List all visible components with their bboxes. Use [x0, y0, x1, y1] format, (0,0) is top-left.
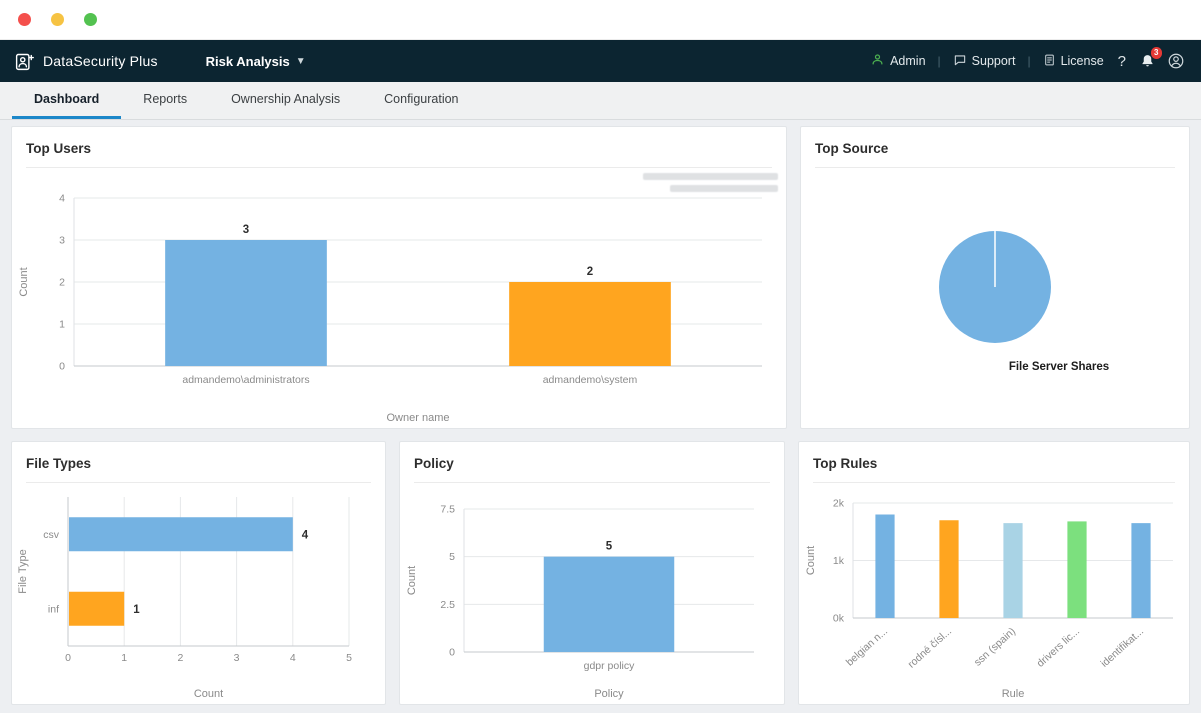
window-close-button[interactable] — [18, 13, 31, 26]
window-titlebar — [0, 0, 1201, 40]
pie-slice-label: File Server Shares — [1008, 361, 1110, 373]
card-title: Top Rules — [813, 456, 878, 471]
svg-text:1k: 1k — [833, 555, 845, 567]
card-title: Top Users — [26, 141, 92, 156]
svg-text:2: 2 — [59, 277, 65, 289]
svg-text:0k: 0k — [833, 613, 845, 625]
admin-menu[interactable]: Admin — [870, 52, 926, 70]
divider — [813, 482, 1175, 483]
svg-text:5: 5 — [346, 652, 352, 664]
file-types-chart: 0 1 2 3 4 5 4 csv 1 inf Count File Type — [12, 483, 385, 704]
svg-text:inf: inf — [48, 603, 59, 615]
policy-chart: 0 2.5 5 7.5 5 gdpr policy Policy Count — [400, 483, 784, 704]
top-users-card: Top Users 0 1 2 3 4 3 admandemo\administrators… — [11, 126, 787, 429]
top-users-chart: 0 1 2 3 4 3 admandemo\administrators 2 admandemo… — [12, 168, 786, 428]
top-rules-card: Top Rules 0k 1k 2k belgian n... rodné čísl..… — [798, 441, 1190, 705]
svg-text:ssn (spain): ssn (spain) — [972, 625, 1018, 668]
support-menu[interactable]: Support — [953, 53, 1016, 70]
account-icon[interactable] — [1167, 52, 1185, 70]
svg-text:admandemo\administrators: admandemo\administrators — [182, 374, 309, 386]
svg-text:gdpr policy: gdpr policy — [584, 660, 636, 672]
svg-text:Count: Count — [406, 566, 418, 595]
chevron-down-icon: ▼ — [295, 55, 306, 67]
support-chat-icon — [953, 53, 967, 70]
tab-configuration[interactable]: Configuration — [384, 92, 459, 106]
module-selector-label: Risk Analysis — [205, 53, 290, 69]
svg-text:Policy: Policy — [594, 688, 624, 700]
svg-text:3: 3 — [59, 235, 65, 247]
license-label: License — [1060, 54, 1104, 68]
app-header: DataSecurity Plus Risk Analysis ▼ Admin … — [0, 40, 1201, 82]
file-types-card: File Types 0 1 2 3 4 5 4 csv 1 inf Count File Type — [11, 441, 386, 705]
svg-text:Owner name: Owner name — [387, 412, 450, 424]
separator: | — [1027, 54, 1031, 68]
svg-text:identifikat...: identifikat... — [1098, 625, 1146, 669]
watermark — [643, 173, 778, 192]
separator: | — [937, 54, 941, 68]
license-menu[interactable]: License — [1043, 53, 1104, 70]
policy-card: Policy 0 2.5 5 7.5 5 gdpr policy Policy Count — [399, 441, 785, 705]
bell-icon — [1142, 55, 1153, 67]
svg-text:rodné čísl...: rodné čísl... — [906, 625, 954, 670]
svg-text:2.5: 2.5 — [440, 599, 455, 611]
svg-text:1: 1 — [121, 652, 127, 664]
svg-text:5: 5 — [449, 551, 455, 563]
svg-text:7.5: 7.5 — [440, 504, 455, 516]
notifications-button[interactable]: 3 — [1140, 47, 1162, 69]
svg-text:Count: Count — [18, 267, 30, 296]
window-zoom-button[interactable] — [84, 13, 97, 26]
svg-text:Count: Count — [194, 688, 223, 700]
support-label: Support — [971, 54, 1016, 68]
notification-badge: 3 — [1150, 47, 1162, 59]
svg-text:4: 4 — [59, 193, 65, 205]
tab-dashboard[interactable]: Dashboard — [12, 82, 122, 119]
svg-text:0: 0 — [65, 652, 71, 664]
svg-text:Count: Count — [805, 546, 817, 575]
top-rules-chart: 0k 1k 2k belgian n... rodné čísl... ssn (spai… — [799, 483, 1189, 704]
svg-text:3: 3 — [234, 652, 240, 664]
svg-text:File Type: File Type — [17, 549, 29, 593]
card-title: Policy — [414, 456, 454, 471]
svg-text:4: 4 — [290, 652, 296, 664]
svg-text:1: 1 — [133, 604, 140, 616]
svg-text:belgian n...: belgian n... — [844, 625, 890, 668]
divider — [26, 482, 371, 483]
app-name: DataSecurity Plus — [43, 53, 158, 69]
svg-text:0: 0 — [449, 647, 455, 659]
app-logo-icon — [14, 51, 35, 72]
card-title: File Types — [26, 456, 92, 471]
help-icon[interactable]: ? — [1117, 52, 1126, 70]
license-icon — [1043, 53, 1056, 70]
window-minimize-button[interactable] — [51, 13, 64, 26]
top-source-card: Top Source File Server Shares — [800, 126, 1190, 429]
admin-label: Admin — [890, 54, 926, 68]
tab-ownership-analysis[interactable]: Ownership Analysis — [231, 92, 341, 106]
svg-text:csv: csv — [43, 529, 60, 541]
svg-text:2k: 2k — [833, 498, 845, 510]
svg-text:Rule: Rule — [1002, 688, 1025, 700]
divider — [414, 482, 770, 483]
tab-reports[interactable]: Reports — [143, 92, 188, 106]
svg-text:2: 2 — [177, 652, 183, 664]
main-tab-bar: Dashboard Reports Ownership Analysis Con… — [0, 82, 1201, 120]
svg-text:1: 1 — [59, 319, 65, 331]
svg-text:3: 3 — [243, 224, 249, 236]
svg-text:admandemo\system: admandemo\system — [543, 374, 638, 386]
card-title: Top Source — [815, 141, 889, 156]
top-source-chart: File Server Shares — [801, 168, 1189, 428]
admin-icon — [870, 52, 885, 70]
svg-text:drivers lic...: drivers lic... — [1035, 625, 1082, 669]
svg-text:2: 2 — [587, 266, 593, 278]
svg-text:5: 5 — [606, 541, 613, 553]
pie-chart — [930, 222, 1060, 357]
module-selector[interactable]: Risk Analysis ▼ — [206, 54, 306, 69]
svg-text:0: 0 — [59, 361, 65, 373]
divider — [26, 167, 772, 168]
divider — [815, 167, 1175, 168]
dashboard-content: Top Users 0 1 2 3 4 3 admandemo\administrators… — [0, 120, 1201, 713]
svg-text:4: 4 — [302, 529, 309, 541]
